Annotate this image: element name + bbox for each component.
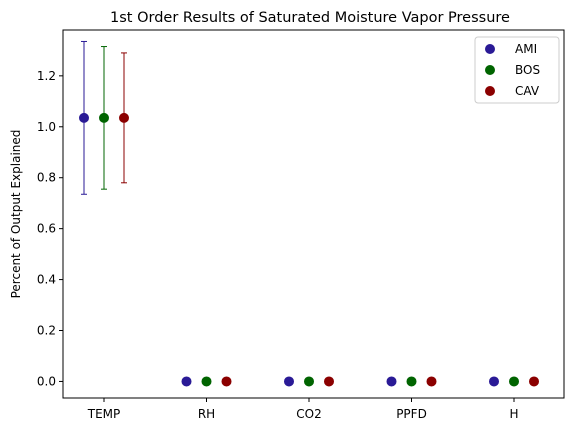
legend-marker-bos — [485, 65, 495, 75]
data-point-cav — [324, 376, 334, 387]
data-point-ami — [284, 376, 294, 387]
data-point-cav — [426, 376, 437, 387]
data-point-cav — [119, 112, 129, 123]
data-point-bos — [201, 376, 212, 387]
data-point-ami — [386, 376, 397, 387]
legend: AMI BOS CAV — [474, 36, 560, 104]
legend-label: AMI — [515, 42, 537, 56]
y-tick-label: 0.8 — [37, 171, 56, 185]
data-point-bos — [304, 376, 314, 387]
y-tick-label: 0.4 — [37, 273, 56, 287]
legend-marker-cav — [485, 86, 495, 96]
data-point-ami — [489, 376, 499, 387]
data-point-bos — [406, 376, 417, 387]
data-point-bos — [509, 376, 519, 387]
data-point-ami — [79, 112, 89, 123]
x-tick-label: TEMP — [87, 407, 121, 421]
legend-label: CAV — [515, 84, 540, 98]
y-tick-label: 0.0 — [37, 374, 56, 388]
y-axis-label: Percent of Output Explained — [9, 130, 23, 299]
data-point-bos — [99, 112, 109, 123]
legend-marker-ami — [485, 44, 495, 54]
y-tick-label: 0.2 — [37, 324, 56, 338]
x-tick-label: CO2 — [296, 407, 321, 421]
data-point-cav — [221, 376, 232, 387]
plot-frame — [62, 29, 565, 399]
legend-box — [474, 36, 560, 104]
x-tick-label: H — [509, 407, 518, 421]
data-point-ami — [181, 376, 192, 387]
x-tick-label: PPFD — [396, 407, 427, 421]
legend-label: BOS — [515, 63, 540, 77]
chart-title: 1st Order Results of Saturated Moisture … — [110, 10, 510, 26]
plot-area — [79, 40, 539, 387]
data-point-cav — [529, 376, 539, 387]
x-tick-label: RH — [198, 407, 215, 421]
y-tick-label: 1.2 — [37, 69, 56, 83]
y-tick-label: 1.0 — [37, 120, 56, 134]
y-tick-label: 0.6 — [37, 222, 56, 236]
